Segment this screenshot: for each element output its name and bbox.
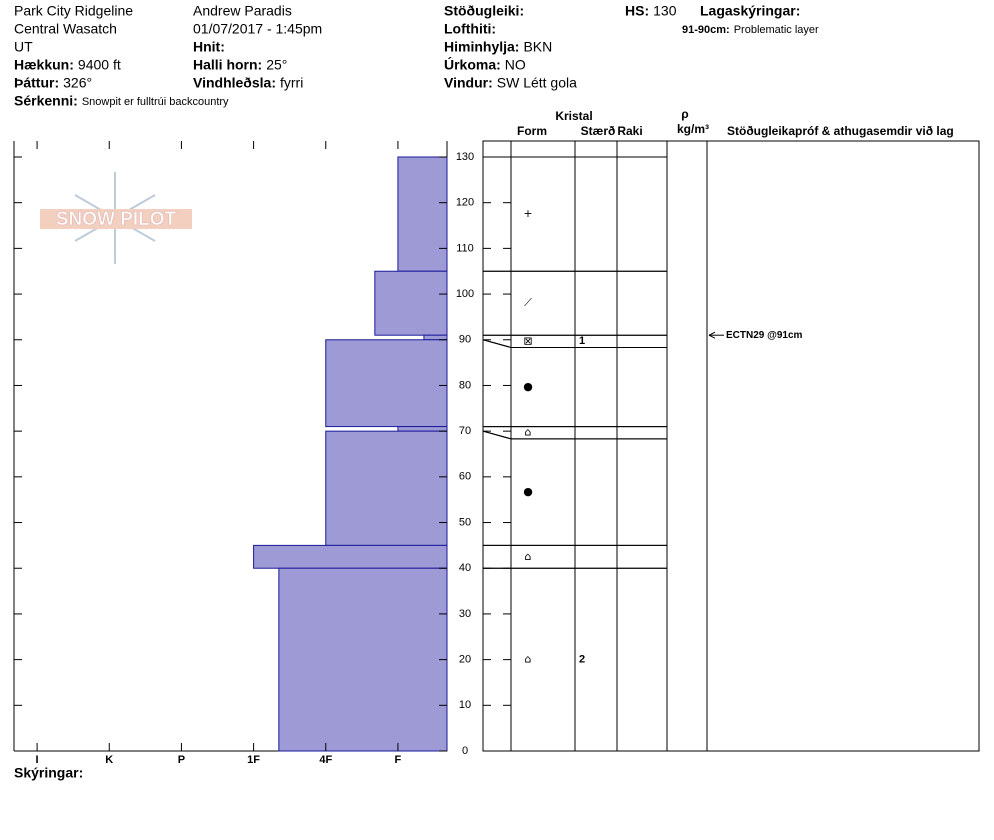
logo: SNOW PILOT [40,172,192,264]
test-arrowhead [708,331,716,339]
x-tick-label: F [395,754,402,766]
site: Park City Ridgeline [14,3,133,19]
field-label: HS: [625,3,649,19]
field-value: 25° [266,57,287,73]
legend-title: Skýringar: [14,765,83,781]
hardness-bar [397,426,448,432]
field-value: fyrri [280,75,303,91]
y-tick-label: 30 [459,608,471,620]
field-label: Lofthiti: [444,21,496,37]
field-label: 91-90cm: [682,24,730,36]
grain-form: ⌂ [525,550,532,563]
grain-form: ● [523,380,533,393]
test-label: ECTN29 @91cm [726,330,803,341]
field-label: Úrkoma: [444,56,501,73]
range: Central Wasatch [14,21,117,37]
y-tick-label: 100 [456,288,474,300]
x-tick-label: K [105,754,113,766]
col-comments: Stöðugleikapróf & athugasemdir við lag [727,124,954,138]
col-density-unit: kg/m³ [677,122,709,136]
hardness-bar [423,334,448,341]
y-tick-label: 10 [459,699,471,711]
grain-size: 1 [579,335,585,347]
y-tick-label: 80 [459,379,471,391]
field-value: SW Létt gola [497,75,577,91]
hardness-bar [325,430,448,546]
hardness-bar [253,544,448,569]
field-value: NO [505,57,526,73]
table-frame [482,140,980,752]
field-value: Problematic layer [734,24,819,36]
logo-text: SNOW PILOT [56,209,177,230]
col-rho: ρ [681,107,688,121]
y-tick-label: 20 [459,654,471,666]
y-tick-label: 0 [462,745,468,757]
logo-band [40,209,192,229]
x-tick-label: P [178,754,185,766]
field-label: Stöðugleiki: [444,3,524,19]
field-value: Snowpit er fulltrúi backcountry [82,96,229,108]
field-label: Halli horn: [193,57,262,73]
grain-size: 2 [579,654,585,666]
field-label: Sérkenni: [14,93,78,109]
field-label: Þáttur: [14,75,59,91]
field-label: Himinhylja: [444,39,519,55]
field-value: BKN [523,39,552,55]
y-tick-label: 50 [459,516,471,528]
x-tick-label: 4F [319,754,332,766]
field-label: Hækkun: [14,57,74,73]
field-value: 130 [653,3,677,19]
field-value: 326° [63,75,92,91]
state: UT [14,39,33,55]
datetime: 01/07/2017 - 1:45pm [193,21,322,37]
hardness-bar [278,567,448,752]
col-moisture: Raki [617,124,642,138]
grain-form: ⌂ [525,653,532,666]
grain-form: ⌂ [525,426,532,439]
hardness-bar [374,270,448,336]
hardness-bar [397,156,448,272]
y-tick-label: 120 [456,197,474,209]
col-crystal: Kristal [555,109,592,123]
y-tick-label: 60 [459,471,471,483]
observer: Andrew Paradis [193,3,292,19]
y-tick-label: 40 [459,562,471,574]
field-value: 9400 ft [78,57,121,73]
frames [13,140,980,752]
grain-form: ⊠ [523,334,532,347]
hardness-bar [325,339,448,428]
y-tick-label: 110 [456,242,474,254]
grain-form: + [523,207,532,220]
field-label: Vindhleðsla: [193,75,276,91]
layer-top [482,430,512,440]
field-label: Hnit: [193,39,225,55]
layer-top [482,339,512,348]
field-label: Vindur: [444,75,493,91]
grain-form: ⟋ [524,296,532,309]
y-tick-label: 70 [459,425,471,437]
col-size: Stærð [581,124,616,138]
y-tick-label: 90 [459,334,471,346]
grain-form: ● [523,485,533,498]
col-form: Form [517,124,547,138]
x-tick-label: I [36,754,39,766]
field-label: Lagaskýringar: [700,3,800,19]
y-tick-label: 130 [456,151,474,163]
x-tick-label: 1F [247,754,260,766]
